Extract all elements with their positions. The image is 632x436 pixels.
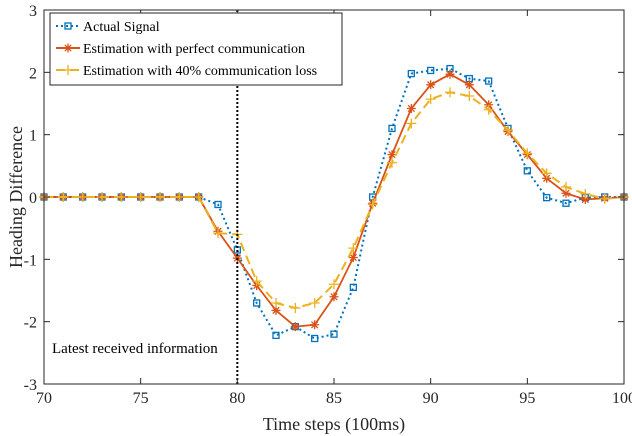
data-point (348, 243, 359, 254)
data-point (330, 330, 338, 338)
legend-marker (64, 22, 72, 30)
data-point (193, 192, 204, 202)
data-point (213, 228, 223, 239)
data-point (388, 124, 396, 133)
data-point (426, 80, 436, 90)
annotation-latest-received-information: Latest received information (52, 341, 218, 357)
legend-symbol-actual-signal (56, 22, 80, 30)
y-tick-label: 3 (29, 3, 37, 20)
x-tick-label: 95 (519, 390, 535, 407)
legend: Actual Signal Estimation with perfect co… (49, 12, 343, 86)
data-point (406, 103, 416, 113)
y-tick-label: 2 (29, 65, 37, 82)
data-point (483, 104, 494, 115)
data-point (485, 77, 493, 85)
data-point (561, 188, 571, 198)
legend-label-perfect-communication: Estimation with perfect communication (83, 42, 305, 57)
x-tick-label: 70 (36, 390, 52, 407)
data-point (77, 192, 88, 202)
x-tick-label: 100 (612, 390, 632, 407)
data-point (387, 157, 397, 168)
legend-box (49, 12, 343, 86)
data-point (290, 322, 300, 332)
y-tick-label: -1 (24, 252, 37, 269)
data-point (543, 193, 551, 202)
data-point (311, 334, 319, 343)
data-point (599, 193, 610, 204)
data-point (407, 69, 415, 78)
legend-symbol-perfect-communication (56, 43, 80, 53)
data-point (580, 194, 590, 204)
data-point (445, 69, 455, 79)
data-point (310, 320, 320, 330)
data-point (425, 94, 436, 105)
legend-label-actual-signal: Actual Signal (83, 20, 160, 35)
data-point (406, 118, 417, 129)
legend-symbol-40pct-loss (56, 65, 80, 75)
data-point (116, 192, 127, 202)
legend-label-40pct-loss: Estimation with 40% communication loss (83, 64, 317, 79)
data-point (251, 276, 262, 287)
ticks-layer: 70 75 80 85 90 95 100 3 2 1 0 -1 -2 -3 (24, 3, 632, 407)
data-point (523, 167, 531, 175)
data-point (97, 192, 107, 202)
data-point (522, 148, 533, 159)
data-point (155, 192, 165, 202)
data-point (58, 192, 69, 202)
x-tick-label: 75 (133, 390, 149, 407)
data-point (348, 252, 358, 262)
data-point (541, 168, 552, 179)
legend-marker (63, 43, 73, 53)
data-point (271, 297, 281, 308)
data-point (367, 199, 378, 210)
x-tick-label: 90 (423, 390, 439, 407)
data-point (290, 302, 301, 313)
data-point (329, 292, 339, 302)
data-point (503, 125, 513, 136)
data-point (562, 199, 570, 207)
data-point (271, 305, 281, 315)
data-point (135, 192, 146, 202)
y-tick-label: -2 (24, 315, 37, 332)
y-axis-label: Heading Difference (6, 126, 26, 268)
data-point (387, 150, 397, 160)
x-tick-label: 80 (229, 390, 245, 407)
data-point (309, 297, 320, 308)
data-point (464, 91, 475, 102)
data-point (174, 192, 185, 202)
data-point (561, 182, 571, 193)
y-tick-label: 1 (29, 128, 37, 145)
y-tick-label: 0 (29, 190, 37, 207)
data-point (464, 80, 474, 90)
data-point (349, 283, 357, 292)
data-point (329, 279, 339, 290)
data-point (214, 200, 222, 209)
data-point (580, 188, 591, 199)
legend-marker (63, 65, 73, 75)
y-tick-label: -3 (24, 377, 37, 394)
x-tick-label: 85 (326, 390, 342, 407)
data-point (253, 299, 261, 307)
data-point (272, 331, 280, 340)
data-point (427, 66, 435, 75)
data-point (445, 87, 455, 98)
x-axis-label: Time steps (100ms) (263, 414, 405, 435)
